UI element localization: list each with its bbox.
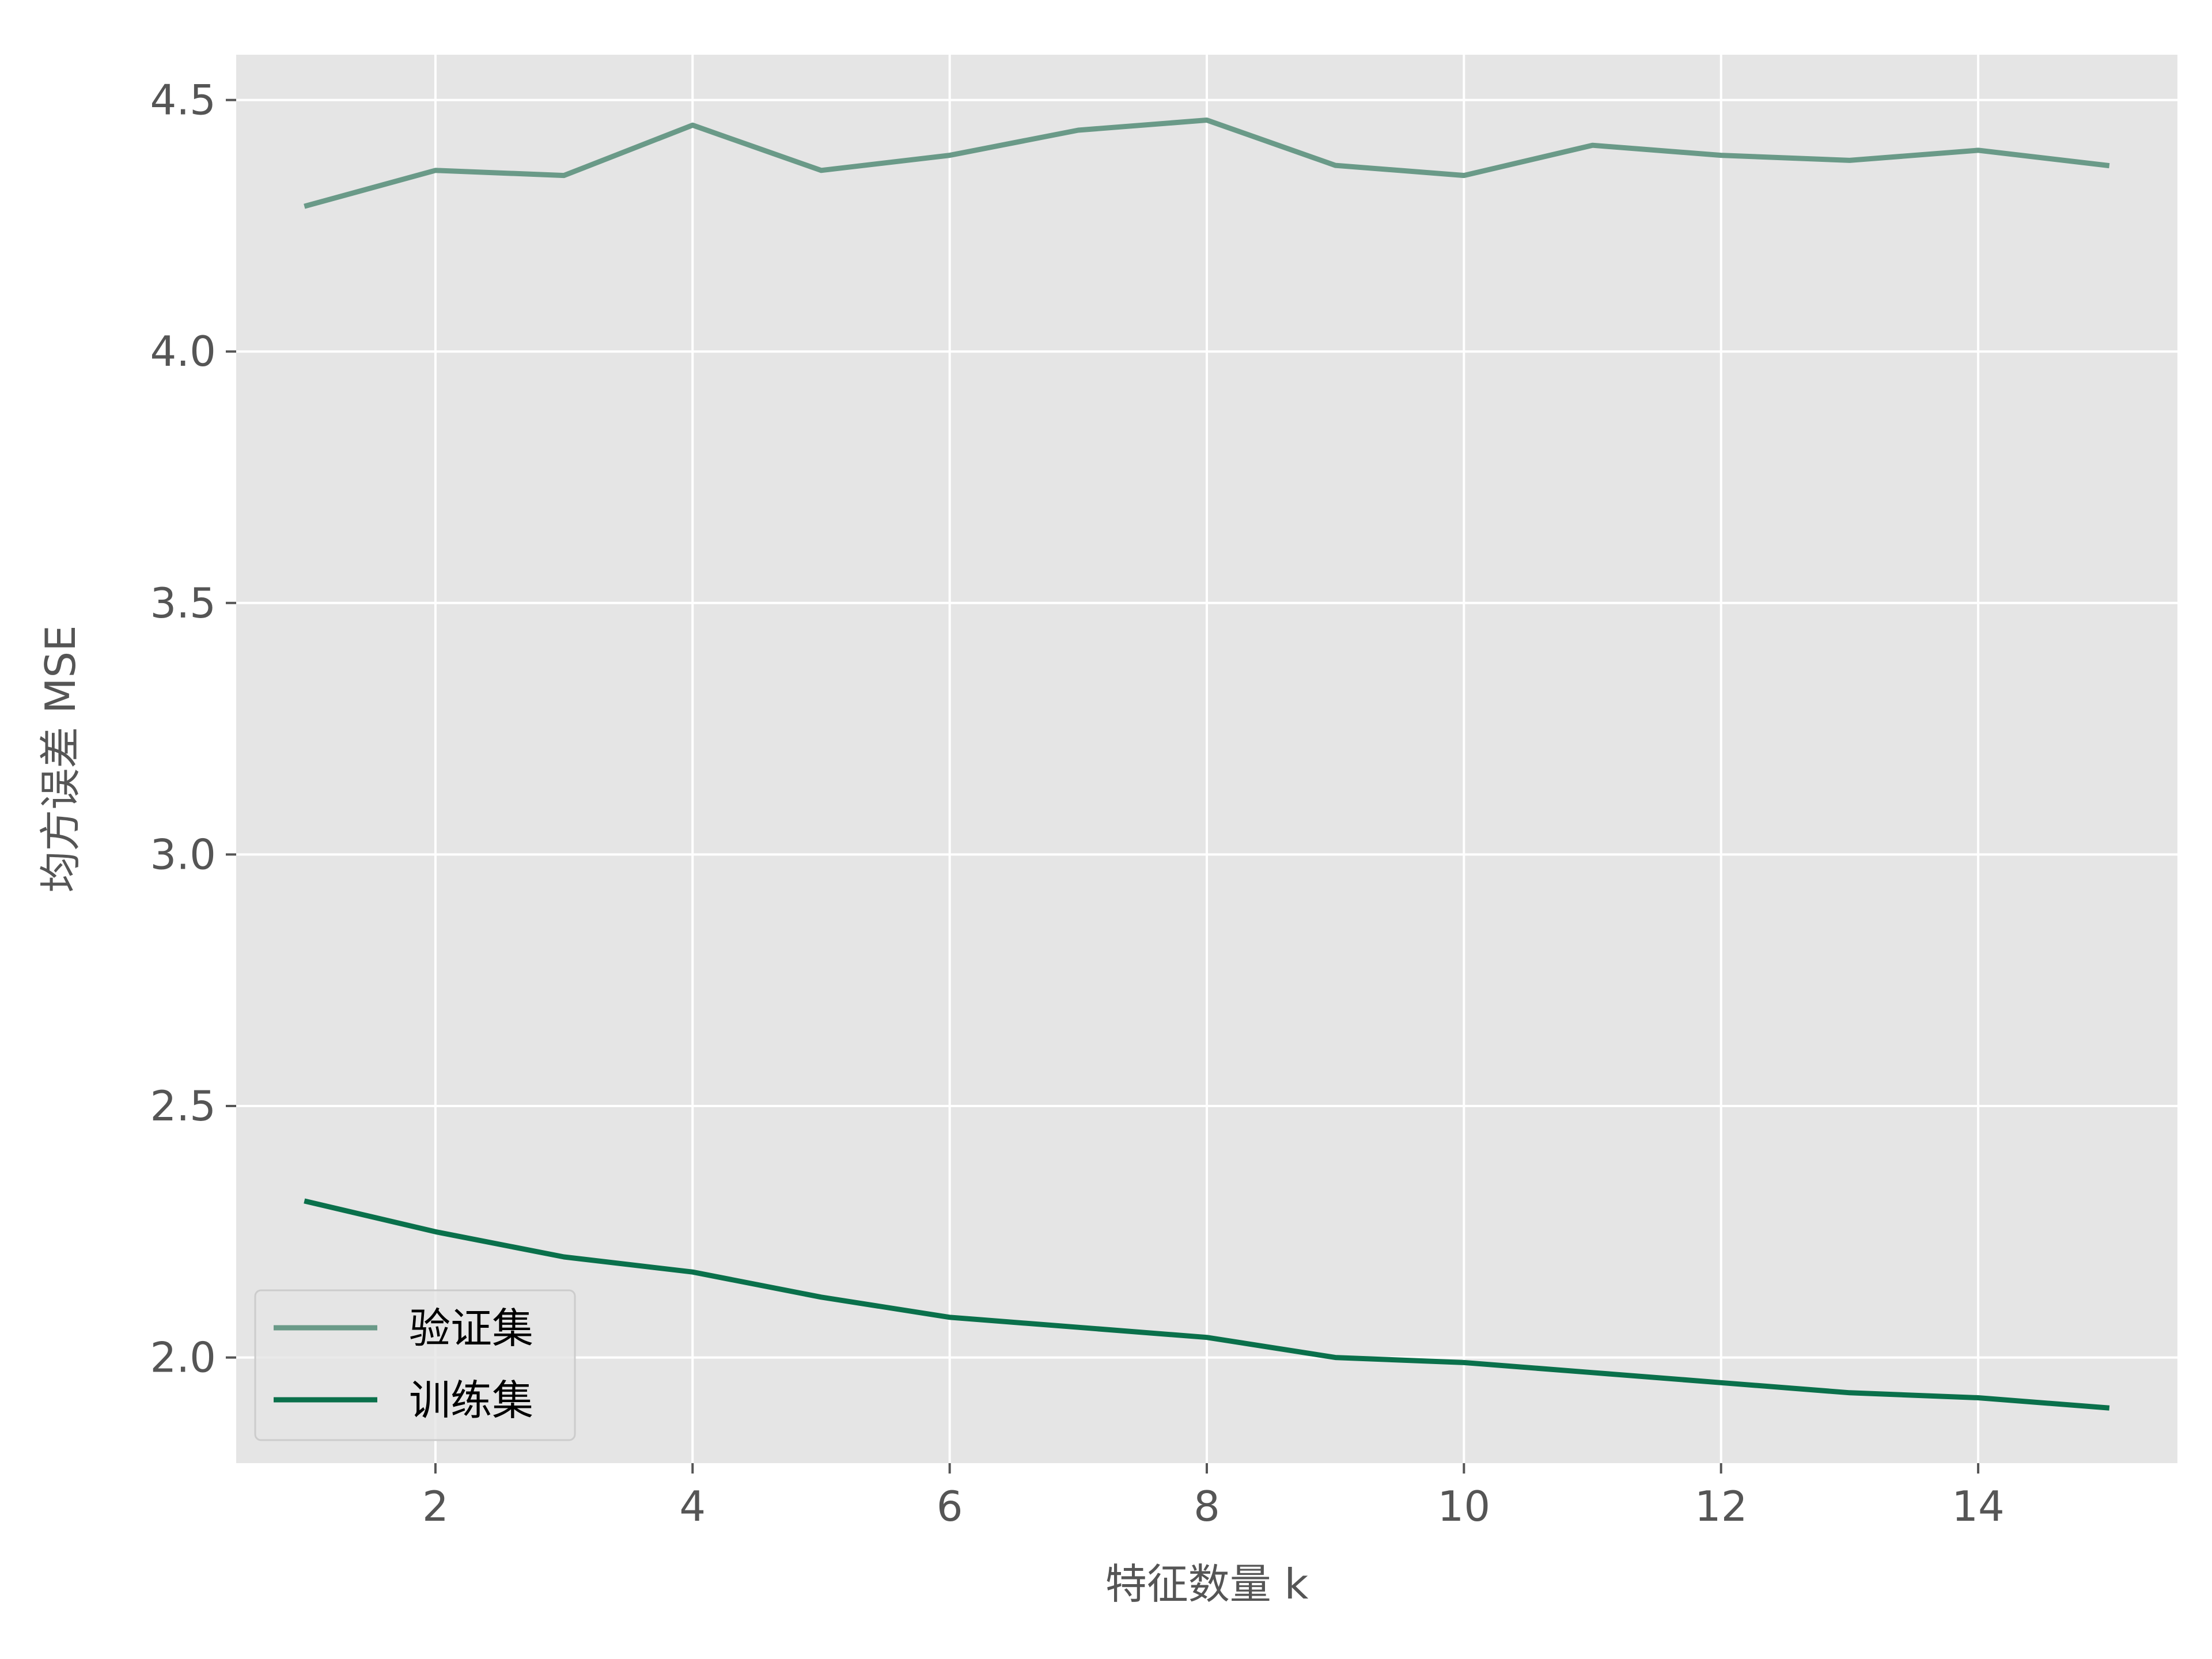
grid xyxy=(236,55,2177,1463)
data-point xyxy=(435,1231,436,1232)
y-axis-label: 均方误差 MSE xyxy=(36,625,85,892)
y-tick-label: 3.0 xyxy=(150,830,216,878)
y-tick-label: 2.0 xyxy=(150,1334,216,1382)
x-tick-label: 8 xyxy=(1194,1482,1220,1531)
data-point xyxy=(1463,175,1464,176)
series-line-train xyxy=(304,1198,2110,1411)
x-tick-label: 2 xyxy=(422,1482,449,1531)
axis-ticks: 2 4 6 8 10 12 14 2.0 2.5 3.0 3.5 4.0 4.5 xyxy=(150,76,2004,1531)
data-point xyxy=(306,1201,308,1202)
data-point xyxy=(949,155,950,156)
legend-label-validation: 验证集 xyxy=(409,1304,533,1353)
data-point xyxy=(2106,165,2107,166)
data-point xyxy=(1463,1362,1464,1363)
series-line-validation xyxy=(304,118,2110,209)
data-point xyxy=(1335,165,1336,166)
data-point xyxy=(1592,1372,1593,1373)
data-point xyxy=(1978,1397,1979,1399)
series-lines xyxy=(304,118,2110,1411)
data-point xyxy=(1078,1327,1079,1328)
data-point xyxy=(949,1317,950,1318)
data-point xyxy=(563,175,565,176)
y-tick-label: 4.5 xyxy=(150,76,216,124)
data-point xyxy=(1849,1392,1850,1393)
x-tick-label: 14 xyxy=(1952,1482,2005,1531)
data-point xyxy=(1078,130,1079,131)
data-point xyxy=(306,205,308,206)
data-point xyxy=(821,1297,822,1298)
x-axis-label: 特征数量 k xyxy=(1105,1560,1309,1608)
data-point xyxy=(821,170,822,171)
data-point xyxy=(435,170,436,171)
data-point xyxy=(1335,1357,1336,1358)
y-tick-label: 4.0 xyxy=(150,327,216,376)
data-point xyxy=(2106,1407,2107,1408)
x-tick-label: 4 xyxy=(679,1482,706,1531)
data-point xyxy=(1849,160,1850,161)
data-point xyxy=(1978,150,1979,151)
legend: 验证集 训练集 xyxy=(254,1289,576,1441)
data-point xyxy=(563,1256,565,1257)
legend-label-train: 训练集 xyxy=(409,1376,533,1425)
data-point xyxy=(1721,155,1722,156)
x-tick-label: 12 xyxy=(1695,1482,1748,1531)
data-point xyxy=(692,124,693,126)
data-point xyxy=(692,1271,693,1272)
data-point xyxy=(1592,145,1593,146)
x-tick-label: 10 xyxy=(1438,1482,1491,1531)
x-tick-label: 6 xyxy=(937,1482,963,1531)
data-point xyxy=(1206,1337,1207,1338)
data-point xyxy=(1206,120,1207,121)
y-tick-label: 3.5 xyxy=(150,579,216,627)
data-point xyxy=(1721,1382,1722,1383)
y-tick-label: 2.5 xyxy=(150,1082,216,1130)
